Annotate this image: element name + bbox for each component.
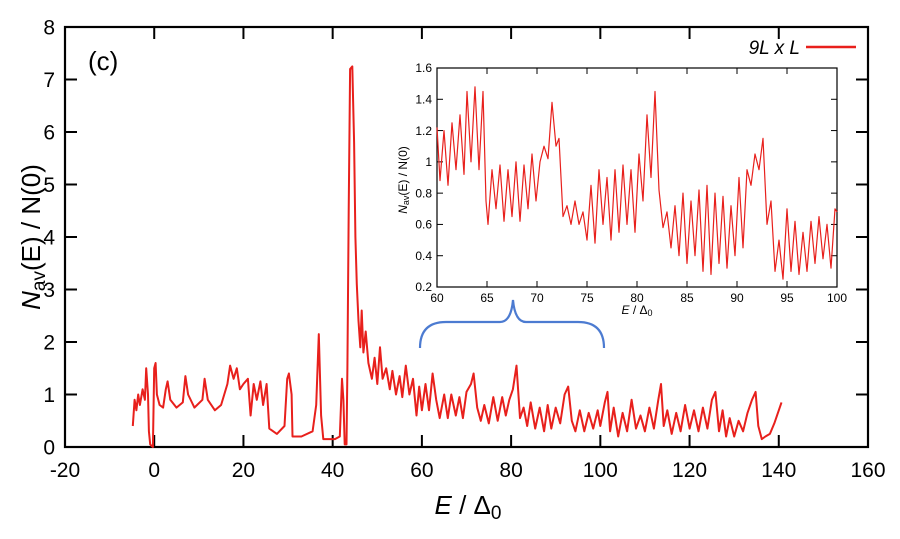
inset-y-tick-label: 0.6: [415, 218, 432, 232]
main-x-tick-label: 40: [321, 459, 344, 482]
main-x-ticks: -20 0 20 40 60 80 100 120 140 160: [50, 27, 886, 482]
inset-x-tick-label: 65: [480, 291, 494, 305]
inset-ylabel-sub: av: [401, 195, 411, 205]
legend: 9L x L: [749, 38, 856, 59]
inset-x-tick-label: 70: [530, 291, 544, 305]
main-y-tick-label: 5: [43, 174, 55, 197]
inset-xlabel-e: E: [621, 303, 630, 317]
main-y-tick-label: 6: [43, 121, 55, 144]
inset-chart: 60 65 70 75 80 85 90 95 100 0.2 0.4 0.6 0.8 1 1.2 1.4 1…: [396, 61, 847, 318]
inset-y-tick-label: 1.4: [415, 92, 432, 106]
inset-y-axis-label: Nav(E) / N(0): [396, 146, 411, 214]
main-y-tick-label: 1: [43, 384, 55, 407]
main-ylabel-n: N: [16, 291, 46, 310]
inset-y-tick-label: 0.2: [415, 280, 432, 294]
legend-label: 9L x L: [749, 38, 800, 59]
inset-y-tick-label: 1.6: [415, 61, 432, 75]
main-y-tick-label: 3: [43, 279, 55, 302]
inset-x-axis-label: E / Δ0: [621, 303, 652, 318]
main-x-tick-label: 60: [410, 459, 433, 482]
inset-x-tick-label: 60: [430, 291, 444, 305]
inset-y-tick-label: 1.2: [415, 124, 432, 138]
main-x-tick-label: -20: [50, 459, 80, 482]
inset-y-tick-label: 0.8: [415, 186, 432, 200]
main-ylabel-rest: (E) / N(0): [16, 164, 46, 271]
main-y-ticks: 0 1 2 3 4 5 6 7 8: [43, 16, 868, 459]
main-y-axis-label: Nav(E) / N(0): [16, 164, 50, 310]
inset-y-tick-label: 0.4: [415, 249, 432, 263]
inset-ylabel-rest: (E) / N(0): [396, 146, 410, 195]
main-series-line: [131, 65, 783, 448]
main-x-tick-label: 80: [499, 459, 522, 482]
inset-plot-frame: [436, 67, 838, 288]
main-y-tick-label: 7: [43, 69, 55, 92]
inset-y-tick-label: 1: [425, 155, 432, 169]
panel-label: (c): [88, 46, 118, 76]
main-x-tick-label: 160: [850, 459, 885, 482]
inset-y-ticks: 0.2 0.4 0.6 0.8 1 1.2 1.4 1.6: [415, 61, 837, 294]
main-y-tick-label: 4: [43, 226, 55, 249]
inset-x-tick-label: 85: [680, 291, 694, 305]
inset-ylabel-n: N: [396, 205, 410, 214]
inset-x-tick-label: 95: [780, 291, 794, 305]
inset-x-tick-label: 80: [630, 291, 644, 305]
main-y-tick-label: 0: [43, 436, 55, 459]
main-ylabel-sub: av: [29, 271, 50, 292]
main-x-tick-label: 20: [232, 459, 255, 482]
main-x-tick-label: 100: [583, 459, 618, 482]
main-xlabel-sub: 0: [491, 503, 502, 524]
inset-x-tick-label: 100: [827, 291, 847, 305]
main-x-axis-label: E / Δ0: [435, 490, 502, 524]
main-y-tick-label: 2: [43, 331, 55, 354]
main-xlabel-rest: / Δ: [452, 490, 491, 520]
main-x-tick-label: 0: [148, 459, 160, 482]
inset-x-tick-label: 75: [580, 291, 594, 305]
inset-x-ticks: 60 65 70 75 80 85 90 95 100: [430, 68, 847, 305]
inset-xlabel-sub: 0: [648, 308, 653, 318]
inset-xlabel-rest: / Δ: [629, 303, 647, 317]
inset-series-line: [436, 86, 838, 280]
main-x-tick-label: 140: [761, 459, 796, 482]
bracket-annotation: [418, 299, 606, 349]
inset-x-tick-label: 90: [730, 291, 744, 305]
main-x-tick-label: 120: [672, 459, 707, 482]
main-y-tick-label: 8: [43, 16, 55, 39]
main-xlabel-e: E: [435, 490, 453, 520]
